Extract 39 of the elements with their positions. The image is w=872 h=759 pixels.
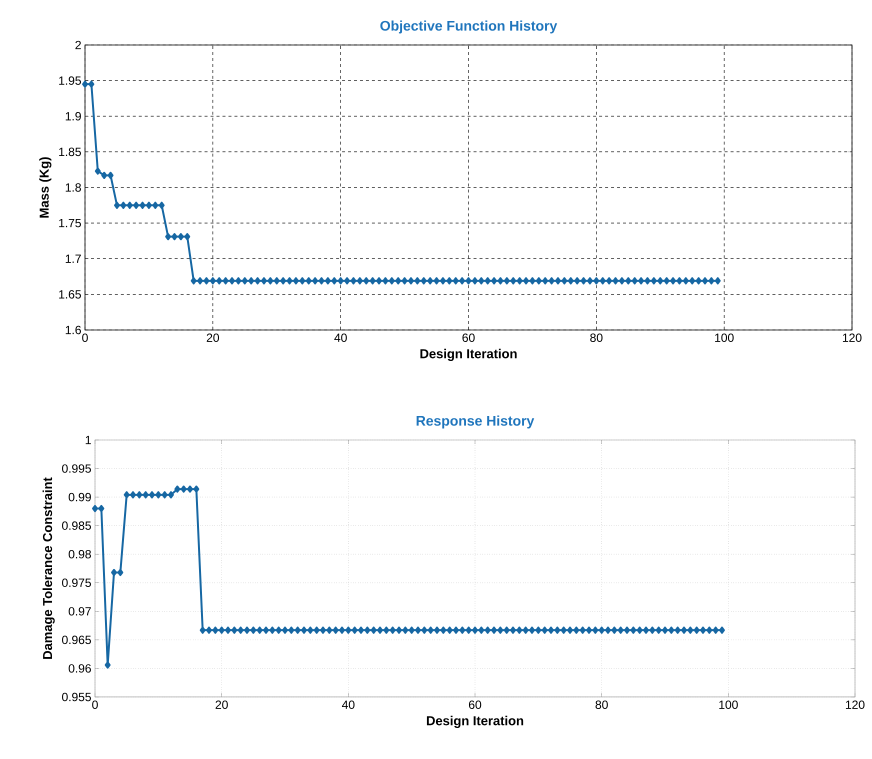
y-tick-label: 1.95 — [59, 76, 81, 85]
chart-title: Objective Function History — [380, 20, 558, 34]
x-tick-label: 120 — [846, 700, 865, 709]
x-tick-label: 120 — [842, 334, 862, 342]
y-tick-label: 1.8 — [66, 183, 81, 192]
x-axis-title: Design Iteration — [420, 348, 517, 361]
chart-title: Response History — [416, 415, 534, 428]
y-tick-label: 0.99 — [68, 492, 91, 502]
y-tick-label: 0.985 — [62, 521, 91, 530]
y-tick-label: 0.98 — [68, 550, 91, 558]
y-tick-label: 1 — [86, 436, 91, 444]
x-tick-label: 40 — [342, 700, 355, 709]
y-axis-title: Damage Tolerance Constraint — [42, 477, 55, 659]
y-tick-label: 2 — [75, 40, 81, 50]
x-tick-label: 40 — [334, 334, 347, 342]
y-tick-label: 0.995 — [62, 464, 91, 473]
x-axis-title: Design Iteration — [426, 716, 524, 728]
x-tick-label: 80 — [590, 334, 603, 342]
x-tick-label: 0 — [92, 700, 98, 709]
x-tick-label: 80 — [596, 700, 608, 709]
y-tick-label: 1.75 — [59, 218, 81, 228]
y-tick-label: 0.975 — [62, 578, 91, 587]
y-tick-label: 1.9 — [66, 112, 81, 120]
y-tick-label: 1.85 — [59, 148, 81, 156]
x-tick-label: 60 — [468, 700, 482, 709]
y-tick-label: 0.955 — [62, 692, 91, 702]
y-tick-label: 0.96 — [68, 664, 91, 673]
y-axis-title: Mass (Kg) — [39, 157, 52, 218]
y-tick-label: 1.7 — [66, 254, 81, 263]
x-tick-label: 20 — [206, 334, 220, 342]
y-tick-label: 1.6 — [66, 326, 81, 334]
x-tick-label: 100 — [719, 700, 738, 709]
y-tick-label: 0.97 — [68, 607, 91, 616]
x-tick-label: 0 — [82, 334, 88, 342]
x-tick-label: 100 — [715, 334, 734, 342]
x-tick-label: 60 — [462, 334, 475, 342]
x-tick-label: 20 — [216, 700, 228, 709]
y-tick-label: 0.965 — [62, 636, 91, 644]
y-tick-label: 1.65 — [59, 290, 81, 299]
